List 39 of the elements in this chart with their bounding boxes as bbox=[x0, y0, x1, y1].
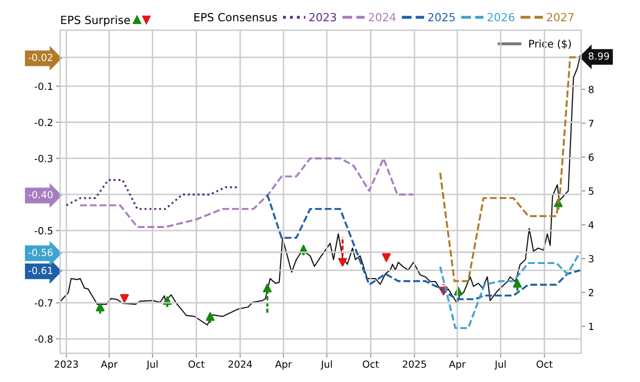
y-tick-label: -0.1 bbox=[34, 82, 52, 90]
legend-label: 2027 bbox=[546, 12, 574, 22]
y-tick-label: -0.40 bbox=[28, 190, 53, 198]
x-tick-label: Apr bbox=[448, 360, 466, 370]
x-tick-label: Oct bbox=[188, 360, 205, 368]
y2-tick-label: 2 bbox=[588, 288, 594, 296]
text: EPS Surprise bbox=[61, 16, 130, 26]
y-tick-label: -0.8 bbox=[34, 335, 53, 343]
y2-tick-label: 8.99 bbox=[588, 52, 610, 60]
legend-label: 2025 bbox=[428, 12, 455, 22]
y2-tick-label: 7 bbox=[588, 120, 594, 127]
x-tick-label: Jul bbox=[146, 360, 158, 370]
legend-label: 2024 bbox=[368, 12, 396, 22]
y-tick-label: -0.7 bbox=[34, 299, 52, 307]
y-tick-label: -0.02 bbox=[28, 54, 52, 62]
x-tick-label: Apr bbox=[275, 360, 292, 370]
y-tick-label: -0.2 bbox=[34, 118, 52, 126]
x-tick-label: Jul bbox=[494, 360, 506, 370]
x-tick-label: 2025 bbox=[402, 360, 426, 368]
y2-tick-label: 8 bbox=[588, 86, 594, 94]
legend-title: EPS Consensus bbox=[194, 12, 277, 22]
y-tick-label: -0.56 bbox=[28, 248, 53, 256]
series-label: Price ($) bbox=[529, 40, 571, 49]
x-tick-label: Oct bbox=[536, 360, 553, 368]
y-tick-label: -0.5 bbox=[34, 227, 52, 234]
x-tick-label: Oct bbox=[362, 360, 379, 368]
y2-tick-label: 5 bbox=[588, 188, 594, 195]
y2-tick-label: 4 bbox=[588, 221, 594, 228]
y2-tick-label: 3 bbox=[588, 255, 594, 262]
y2-tick-label: 6 bbox=[588, 154, 594, 161]
x-tick-label: 2024 bbox=[228, 360, 252, 368]
legend-label: 2023 bbox=[309, 12, 336, 22]
y-tick-label: -0.61 bbox=[28, 266, 52, 274]
y2-tick-label: 1 bbox=[589, 322, 594, 330]
y-tick-label: -0.3 bbox=[34, 154, 52, 162]
legend-label: 2026 bbox=[488, 12, 514, 22]
x-tick-label: Jul bbox=[320, 360, 332, 370]
x-tick-label: 2023 bbox=[54, 360, 78, 368]
x-tick-label: Apr bbox=[100, 360, 118, 370]
